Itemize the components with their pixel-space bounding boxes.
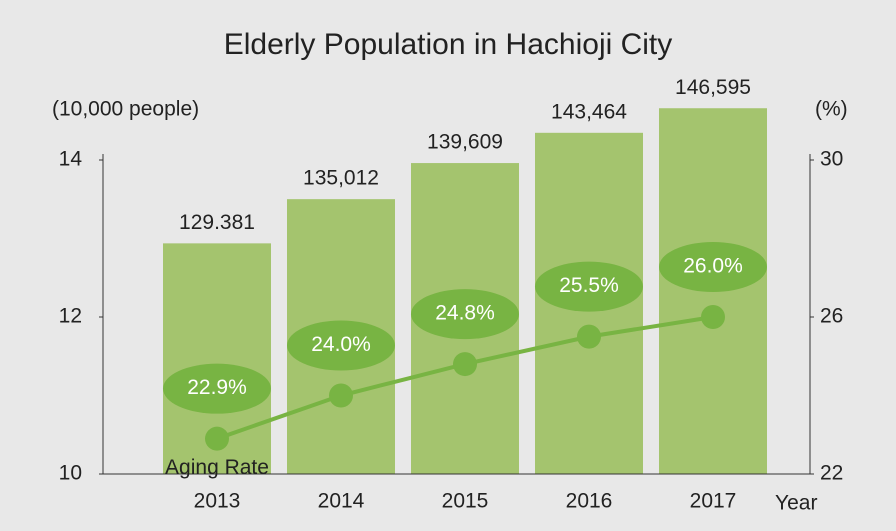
value-badge bbox=[411, 289, 519, 340]
y2-axis-label: (%) bbox=[815, 98, 848, 121]
x-tick-label: 2016 bbox=[566, 490, 613, 513]
x-tick-label: 2017 bbox=[690, 490, 737, 513]
y2-tick-label: 26 bbox=[820, 305, 843, 328]
bar-value-label: 135,012 bbox=[303, 167, 379, 190]
bar-value-label: 143,464 bbox=[551, 100, 627, 123]
line-point bbox=[577, 324, 601, 349]
bar-value-label: 146,595 bbox=[675, 76, 751, 99]
x-tick-label: 2015 bbox=[442, 490, 489, 513]
line-point bbox=[329, 383, 353, 408]
y-tick-label: 14 bbox=[59, 148, 83, 171]
line-point bbox=[205, 426, 229, 451]
x-tick-label: 2013 bbox=[194, 490, 241, 513]
line-value-label: 24.0% bbox=[311, 333, 371, 356]
series-label: Aging Rate bbox=[165, 456, 269, 479]
y-tick-label: 10 bbox=[59, 462, 82, 485]
x-axis-label: Year bbox=[775, 492, 817, 515]
line-value-label: 25.5% bbox=[559, 274, 619, 297]
y2-tick-label: 22 bbox=[820, 462, 843, 485]
x-tick-label: 2014 bbox=[318, 490, 365, 513]
bar-value-label: 139,609 bbox=[427, 131, 503, 154]
line-value-label: 22.9% bbox=[187, 376, 247, 399]
line-value-label: 26.0% bbox=[683, 255, 743, 278]
line-point bbox=[453, 352, 477, 377]
value-badge bbox=[163, 363, 271, 414]
line-value-label: 24.8% bbox=[435, 302, 495, 325]
line-point bbox=[701, 305, 725, 329]
y-axis-label: (10,000 people) bbox=[52, 98, 199, 121]
y2-tick-label: 30 bbox=[820, 148, 843, 171]
bar-value-label: 129.381 bbox=[179, 211, 255, 234]
chart-title: Elderly Population in Hachioji City bbox=[224, 28, 673, 61]
value-badge bbox=[287, 320, 395, 371]
value-badge bbox=[535, 261, 643, 312]
value-badge bbox=[659, 242, 767, 292]
y-tick-label: 12 bbox=[59, 305, 82, 328]
